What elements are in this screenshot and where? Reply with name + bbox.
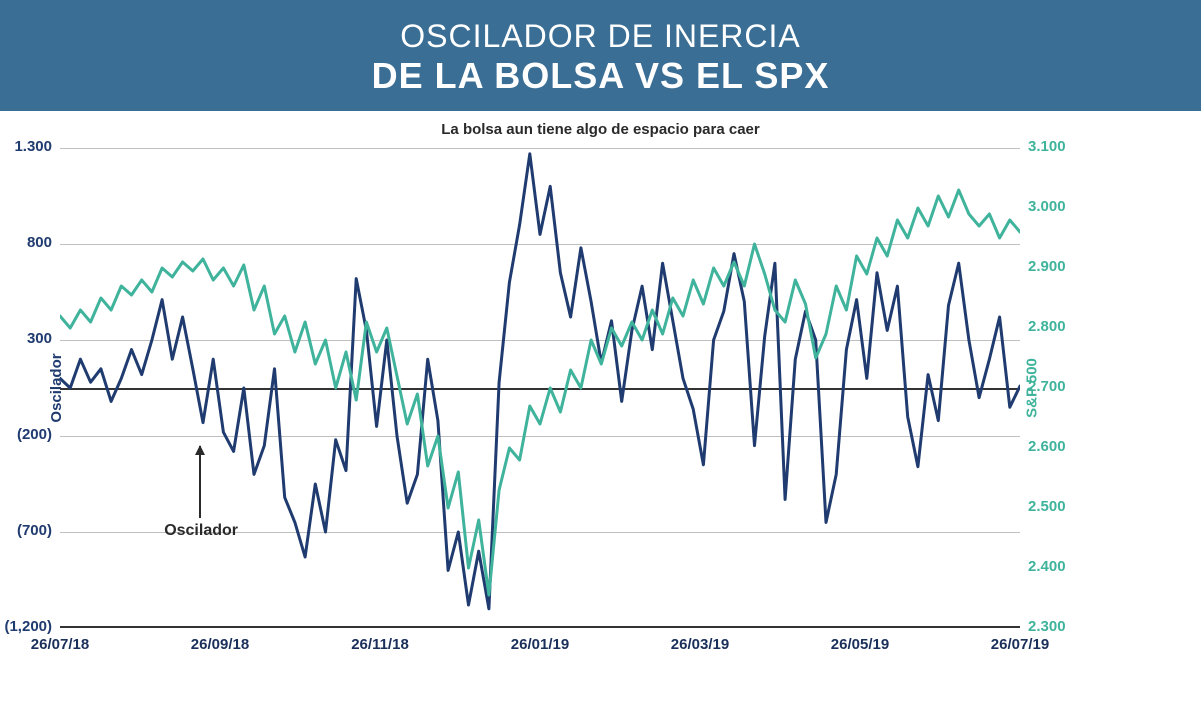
- y-tick-left: 1.300: [0, 138, 52, 155]
- y-tick-left: (700): [0, 522, 52, 539]
- y-tick-left: 300: [0, 330, 52, 347]
- y-tick-right: 3.000: [1028, 198, 1098, 215]
- y-tick-right: 2.600: [1028, 438, 1098, 455]
- chart-area: Oscilador S&P 500 (1,200)(700)(200)30080…: [60, 148, 1020, 628]
- x-tick: 26/09/18: [191, 636, 249, 653]
- series-svg: [60, 148, 1020, 628]
- chart-plot: (1,200)(700)(200)3008001.3002.3002.4002.…: [60, 148, 1020, 628]
- x-tick: 26/07/18: [31, 636, 89, 653]
- y-tick-left: (1,200): [0, 618, 52, 635]
- x-tick: 26/03/19: [671, 636, 729, 653]
- y-tick-right: 2.700: [1028, 378, 1098, 395]
- x-tick: 26/11/18: [351, 636, 409, 653]
- series-oscilador: [60, 154, 1020, 609]
- annotation-arrow: [199, 446, 201, 518]
- y-tick-left: 800: [0, 234, 52, 251]
- y-tick-right: 2.800: [1028, 318, 1098, 335]
- y-tick-right: 2.300: [1028, 618, 1098, 635]
- y-tick-right: 2.500: [1028, 498, 1098, 515]
- x-tick: 26/05/19: [831, 636, 889, 653]
- header-line1: OSCILADOR DE INERCIA: [0, 18, 1201, 55]
- x-tick: 26/07/19: [991, 636, 1049, 653]
- y-tick-right: 3.100: [1028, 138, 1098, 155]
- chart-header: OSCILADOR DE INERCIA DE LA BOLSA VS EL S…: [0, 0, 1201, 111]
- x-tick: 26/01/19: [511, 636, 569, 653]
- annotation-label: Oscilador: [164, 522, 238, 540]
- header-line2: DE LA BOLSA VS EL SPX: [0, 55, 1201, 97]
- y-tick-left: (200): [0, 426, 52, 443]
- chart-subtitle: La bolsa aun tiene algo de espacio para …: [0, 121, 1201, 138]
- y-tick-right: 2.900: [1028, 258, 1098, 275]
- y-tick-right: 2.400: [1028, 558, 1098, 575]
